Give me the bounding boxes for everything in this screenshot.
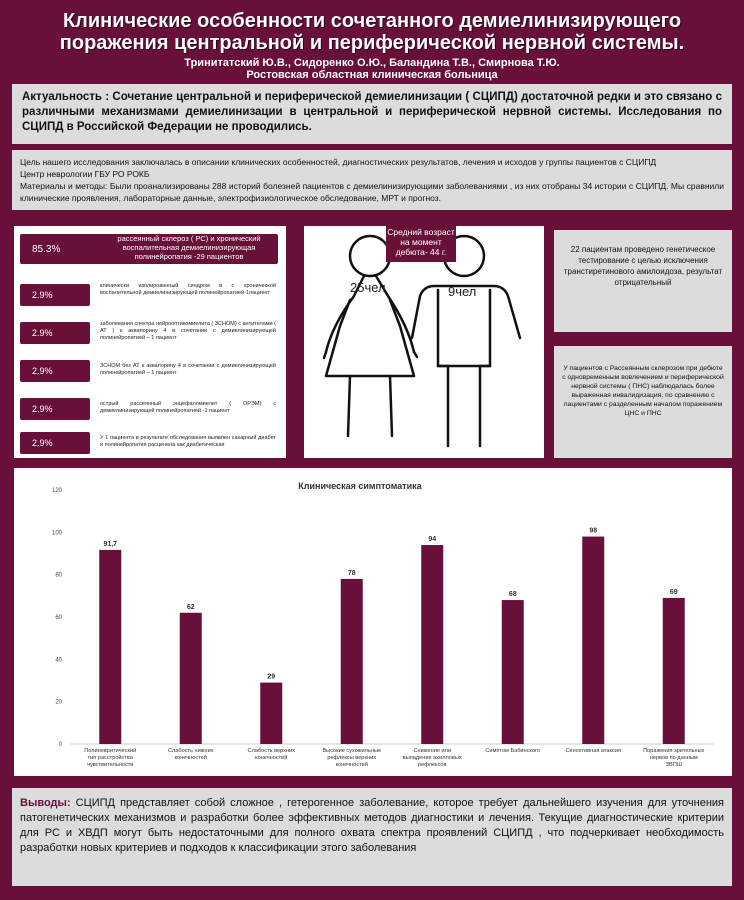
goal-line-1: Цель нашего исследования заключалась в о…	[20, 157, 657, 167]
category-labels: Полиневритический тип расстройства чувстви…	[84, 747, 704, 768]
gender-figures-panel: Средний возраст на момент дебюта- 44 г. …	[304, 226, 544, 458]
data-label: 94	[428, 536, 436, 543]
category-label: Симптом Бабинского	[485, 748, 540, 754]
bar	[340, 578, 363, 744]
stat-text-2: заболевания спектра нейрооптикомиелита (…	[100, 321, 276, 341]
y-tick-label: 120	[52, 488, 63, 494]
relevance-text: Сочетание центральной и периферической д…	[22, 91, 722, 133]
male-figure-icon	[410, 234, 522, 448]
stat-pill-2: 2.9%	[20, 322, 90, 344]
authors: Тринитатский Ю.В., Сидоренко О.Ю., Балан…	[184, 57, 560, 69]
y-tick-label: 80	[55, 573, 62, 579]
stat-pct-1: 2.9%	[32, 290, 53, 300]
stats-panel: 85.3% рассеянный склероз ( РС) и хрониче…	[14, 226, 286, 458]
stat-pct-0: 85.3%	[32, 243, 61, 255]
symptoms-bar-chart: Клиническая симптоматика 0 20 40 60 80 100 120…	[52, 481, 714, 768]
female-count: 25чел	[350, 280, 386, 295]
data-labels: 91,7 62 29 78 94 68 98 69	[103, 528, 677, 681]
y-tick-label: 60	[55, 615, 62, 621]
bar	[582, 536, 605, 744]
chart-panel: Клиническая симптоматика 0 20 40 60 80 100 120…	[14, 468, 732, 776]
poster-title: Клинические особенности сочетанного деми…	[0, 10, 744, 54]
bar	[99, 549, 122, 744]
category-label: Сенсетивная атаксия	[566, 748, 621, 754]
stat-text-0: рассеянный склероз ( РС) и хронический в…	[117, 234, 261, 261]
stat-text-1: клинически изолированный синдром в с хро…	[100, 283, 276, 296]
insight-box: У пациентов с Рассеянным склерозом при д…	[554, 346, 732, 458]
bars	[99, 536, 685, 744]
stat-pill-1: 2.9%	[20, 284, 90, 306]
stat-pill-main: 85.3%	[20, 234, 278, 264]
category-label: Поражения зрительных нервов по данным ЗВПШ	[643, 748, 705, 768]
gender-figures-svg	[322, 234, 522, 448]
stat-text-5: У 1 пациента в результате обследования в…	[100, 435, 276, 448]
bar	[179, 612, 202, 744]
category-label: Высокие сухожильные рефлексы верхних конеч…	[322, 748, 381, 768]
bar	[501, 600, 524, 744]
title-line-2: поражения центральной и периферической н…	[59, 32, 685, 54]
category-label: Снижение или выпадение ахилловых рефлексов	[403, 748, 462, 768]
male-count: 9чел	[448, 284, 477, 299]
goal-box: Цель нашего исследования заключалась в о…	[12, 150, 732, 210]
category-label: Слабость нижних конечностей	[168, 748, 214, 761]
goal-line-3: Материалы и методы: Были проанализирован…	[20, 181, 724, 203]
chart-title: Клиническая симптоматика	[298, 481, 422, 491]
conclusion-label: Выводы:	[20, 797, 71, 809]
institution: Ростовская областная клиническая больниц…	[246, 69, 498, 81]
stat-text-3: ЗСНОМ без АТ к аквапорину 4 в сочетании …	[100, 363, 276, 376]
stat-pill-4: 2.9%	[20, 398, 90, 420]
data-label: 29	[267, 674, 275, 681]
stat-pct-4: 2.9%	[32, 404, 53, 414]
stat-pct-3: 2.9%	[32, 366, 53, 376]
conclusion-text: СЦИПД представляет собой сложное , гетер…	[20, 797, 724, 854]
y-axis: 0 20 40 60 80 100 120	[52, 488, 714, 748]
stat-pill-3: 2.9%	[20, 360, 90, 382]
genetic-testing-box: 22 пациентам проведено генетическое тест…	[554, 230, 732, 332]
conclusion-box: Выводы: СЦИПД представляет собой сложное…	[12, 788, 732, 886]
title-line-1: Клинические особенности сочетанного деми…	[62, 10, 682, 32]
data-label: 69	[670, 589, 678, 596]
data-label: 91,7	[103, 541, 117, 548]
y-tick-label: 40	[55, 657, 62, 663]
female-figure-icon	[322, 234, 419, 438]
bar	[662, 597, 685, 744]
data-label: 68	[509, 591, 517, 598]
bar	[421, 545, 444, 744]
stat-pill-5: 2.9%	[20, 432, 90, 454]
data-label: 78	[348, 570, 356, 577]
bar	[260, 682, 283, 744]
stat-pct-5: 2.9%	[32, 438, 53, 448]
relevance-label: Актуальность :	[22, 91, 110, 103]
authors-block: Тринитатский Ю.В., Сидоренко О.Ю., Балан…	[0, 57, 744, 81]
category-label: Слабость верхних конечностей	[248, 748, 296, 761]
y-tick-label: 20	[55, 700, 62, 706]
category-label: Полиневритический тип расстройства чувстви…	[84, 747, 136, 768]
stat-pct-2: 2.9%	[32, 328, 53, 338]
goal-line-2: Центр неврологии ГБУ РО РОКБ	[20, 169, 150, 179]
data-label: 62	[187, 604, 195, 611]
stat-text-4: острый рассеянный энцефаломиелит ( ОРЭМ)…	[100, 401, 276, 414]
relevance-box: Актуальность : Сочетание центральной и п…	[12, 84, 732, 144]
age-label: Средний возраст на момент дебюта- 44 г.	[386, 226, 456, 262]
data-label: 98	[589, 528, 597, 535]
y-tick-label: 0	[59, 742, 63, 748]
y-tick-label: 100	[52, 530, 63, 536]
